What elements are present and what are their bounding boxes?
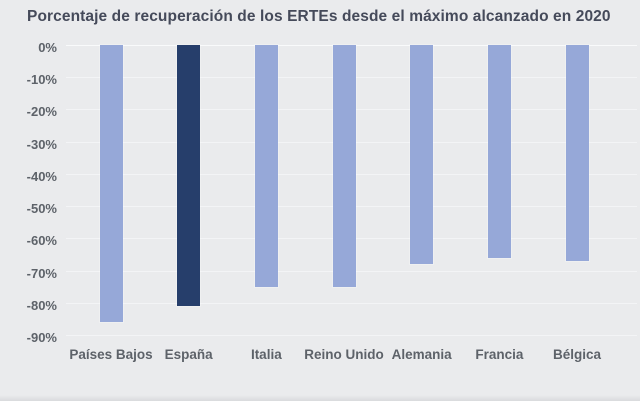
x-axis-label-italia: Italia: [250, 347, 282, 362]
y-axis-tick-0pct: 0%: [38, 40, 57, 55]
bar-alemania: [410, 45, 434, 265]
bar-reino-unido: [332, 45, 356, 287]
bar-espana: [177, 45, 201, 306]
x-axis-label-paises-bajos: Países Bajos: [69, 347, 153, 362]
x-axis-label-reino-unido: Reino Unido: [304, 347, 384, 362]
y-axis-tick--30pct: -30%: [26, 136, 57, 152]
gridline--80pct: [66, 302, 637, 304]
chart-title: Porcentaje de recuperación de los ERTEs …: [27, 8, 611, 25]
y-axis-tick--90pct: -90%: [26, 329, 57, 345]
y-axis-tick--60pct: -60%: [26, 233, 57, 249]
bottom-edge-shading: [0, 395, 640, 401]
bar-francia: [487, 45, 511, 258]
y-axis-tick--10pct: -10%: [26, 72, 57, 88]
y-axis-tick--20pct: -20%: [26, 104, 57, 120]
x-axis-label-espana: España: [164, 347, 213, 362]
bar-italia: [254, 45, 278, 287]
y-axis-tick--80pct: -80%: [26, 297, 57, 313]
x-axis-label-belgica: Bélgica: [553, 347, 602, 362]
y-axis-tick--70pct: -70%: [26, 265, 57, 281]
y-axis-tick--40pct: -40%: [26, 168, 57, 184]
bar-paises-bajos: [99, 45, 123, 323]
gridline--90pct: [66, 334, 637, 336]
bar-belgica: [565, 45, 589, 261]
x-axis-label-alemania: Alemania: [391, 347, 452, 362]
x-axis-label-francia: Francia: [475, 347, 524, 362]
y-axis-tick--50pct: -50%: [26, 201, 57, 217]
